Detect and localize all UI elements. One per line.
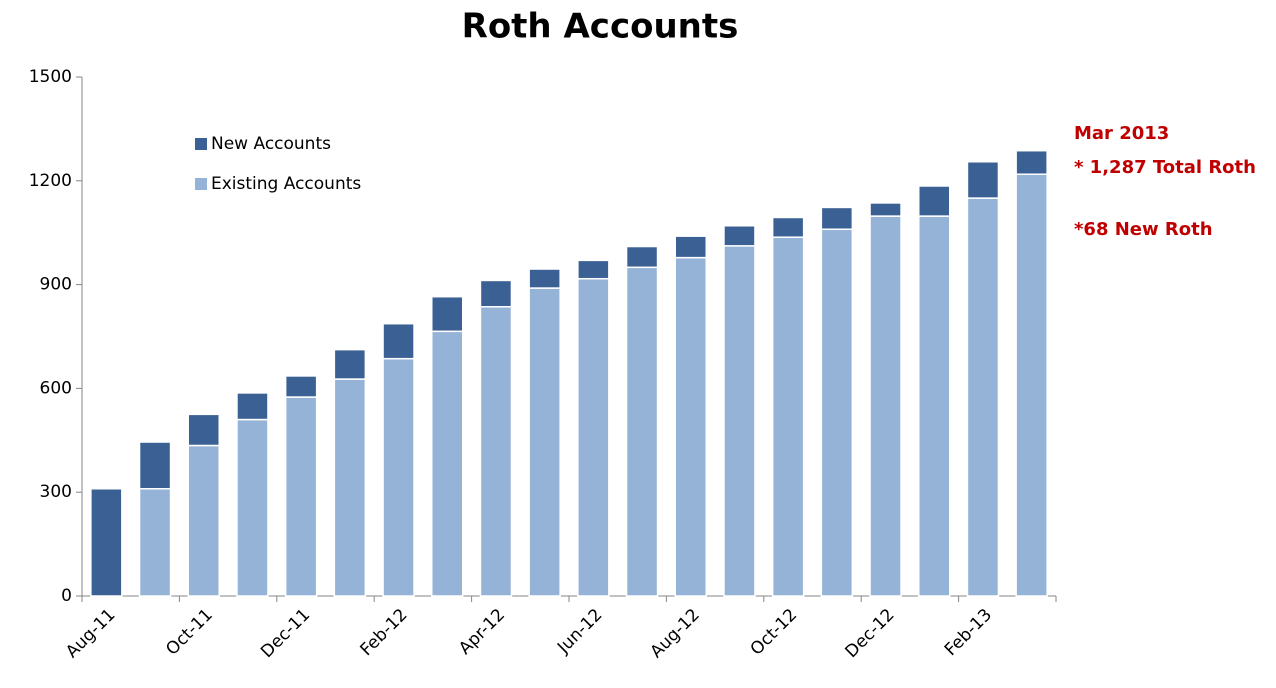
x-tick-label: Oct-11: [162, 605, 217, 660]
legend-swatch: [195, 178, 207, 190]
legend-swatch: [195, 138, 207, 150]
bar-segment: [528, 287, 561, 597]
bar-segment: [820, 206, 854, 230]
y-tick-label: 300: [40, 482, 72, 502]
bar-segment: [625, 266, 659, 597]
bar-segment: [577, 259, 610, 280]
y-tick-label: 0: [61, 586, 72, 606]
x-tick-label: Feb-12: [357, 605, 412, 660]
bar-segment: [284, 375, 318, 398]
x-tick-label: Oct-12: [747, 605, 802, 660]
bar-segment: [918, 185, 951, 217]
bar-segment: [820, 228, 854, 597]
bar-segment: [1015, 173, 1048, 597]
x-tick-label: Dec-11: [257, 605, 314, 662]
bar-segment: [723, 225, 756, 247]
bar-segment: [966, 197, 1000, 597]
bar-segment: [674, 235, 707, 259]
bar-segment: [625, 245, 659, 269]
bar-segment: [479, 279, 513, 308]
y-tick-label: 1200: [29, 171, 72, 191]
bar-segment: [187, 444, 220, 597]
bar-segment: [138, 487, 172, 597]
x-tick-label: Apr-12: [455, 605, 509, 659]
annotation: Mar 2013: [1074, 123, 1169, 144]
bar-segment: [723, 245, 756, 597]
bar-segment: [431, 295, 464, 333]
annotation: *68 New Roth: [1074, 219, 1213, 240]
bar-segment: [1015, 149, 1048, 175]
bar-segment: [577, 277, 610, 597]
bar-segment: [333, 378, 367, 597]
bar-segment: [382, 357, 415, 597]
annotation: * 1,287 Total Roth: [1074, 157, 1256, 178]
bar-segment: [869, 202, 902, 217]
y-tick-label: 900: [40, 275, 72, 295]
bar-segment: [674, 256, 707, 597]
bar-segment: [138, 441, 172, 490]
x-tick-label: Feb-13: [941, 605, 996, 660]
bar-segment: [187, 413, 220, 447]
bar-segment: [382, 322, 415, 360]
x-tick-label: Aug-11: [62, 605, 119, 662]
bar-segment: [966, 161, 1000, 199]
bar-segment: [284, 396, 318, 597]
x-tick-label: Aug-12: [647, 605, 704, 662]
x-tick-label: Dec-12: [842, 605, 899, 662]
bar-segment: [236, 418, 269, 597]
bar-segment: [333, 348, 367, 380]
bar-segment: [869, 215, 902, 597]
legend-label: New Accounts: [211, 134, 331, 154]
bar-segment: [771, 216, 805, 238]
bar-segment: [528, 268, 561, 289]
x-tick-label: Jun-12: [553, 605, 606, 658]
y-tick-label: 1500: [29, 67, 72, 87]
bar-segment: [479, 305, 513, 597]
bar-segment: [918, 215, 951, 597]
bar-segment: [236, 392, 269, 421]
y-tick-label: 600: [40, 378, 72, 398]
bar-segment: [771, 236, 805, 597]
bar-segment: [90, 487, 123, 597]
bar-segment: [431, 330, 464, 597]
chart-title: Roth Accounts: [462, 7, 739, 47]
legend-label: Existing Accounts: [211, 174, 361, 194]
